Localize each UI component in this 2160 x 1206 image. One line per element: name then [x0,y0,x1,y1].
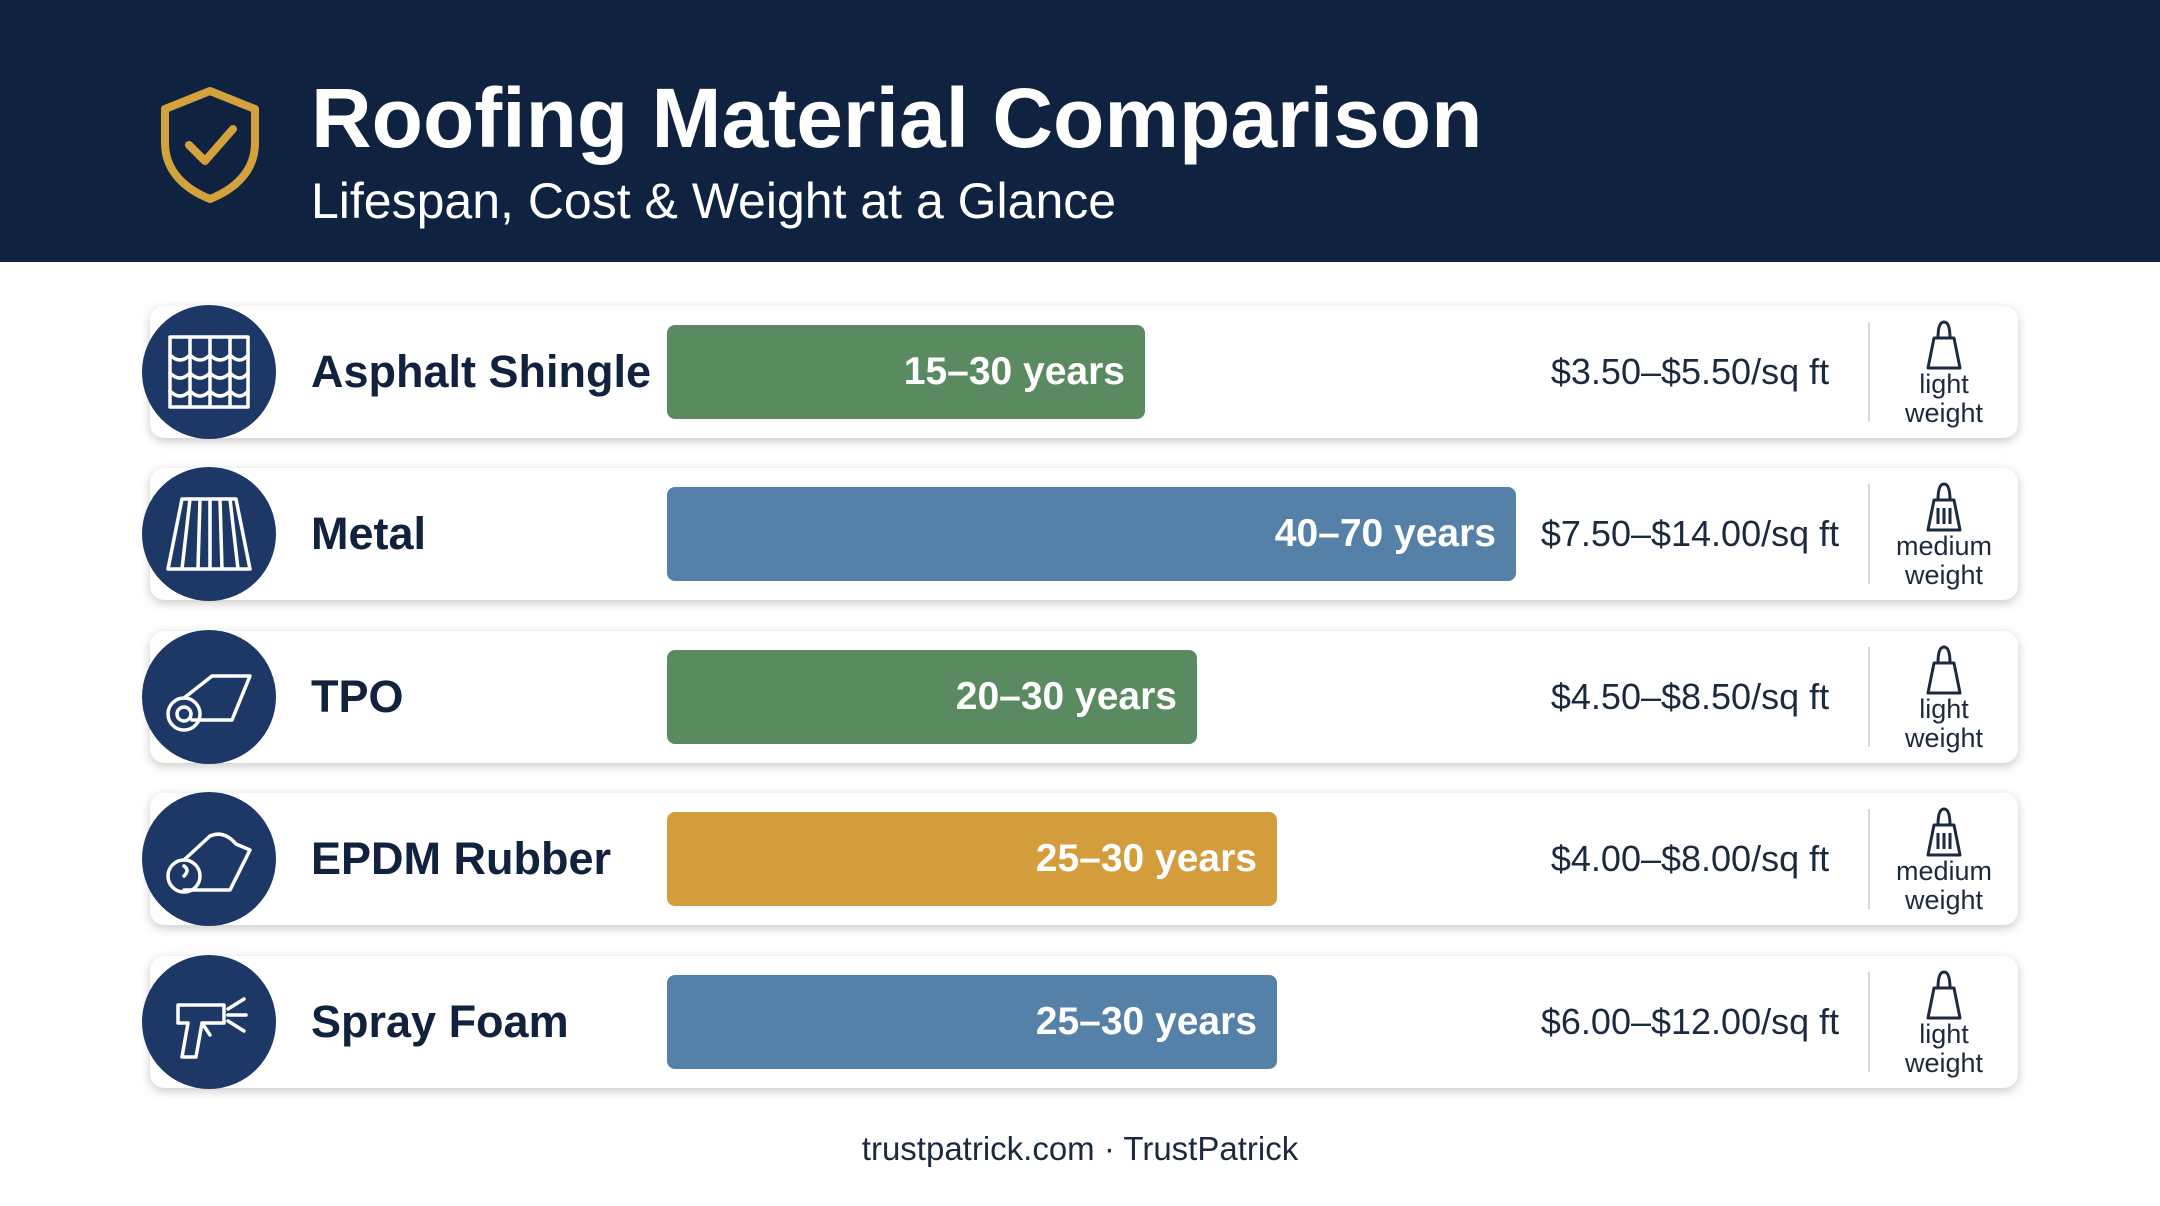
material-icon [142,955,276,1089]
lifespan-label: 25–30 years [1035,837,1257,880]
weight-icon [1926,645,1962,695]
lifespan-label: 25–30 years [1035,1000,1257,1043]
weight-label: light weight [1904,369,1984,428]
divider [1868,484,1870,584]
cost-label: $3.50–$5.50/sq ft [1550,351,1830,392]
weight-label: medium weight [1895,531,1993,590]
material-name: EPDM Rubber [311,833,612,884]
divider [1868,322,1870,422]
divider [1868,972,1870,1072]
weight-label: medium weight [1895,856,1993,915]
weight-label: light weight [1904,1019,1984,1078]
divider [1868,809,1870,909]
weight-icon [1926,970,1962,1020]
title: Roofing Material Comparison [311,71,1483,165]
weight-icon [1926,482,1962,532]
material-icon [142,467,276,601]
divider [1868,647,1870,747]
shield-icon [161,87,259,203]
cost-label: $4.00–$8.00/sq ft [1550,838,1830,879]
lifespan-label: 20–30 years [955,675,1177,718]
lifespan-bar: 20–30 years [667,650,1197,744]
header: Roofing Material Comparison Lifespan, Co… [0,0,2160,262]
material-name: Asphalt Shingle [311,346,652,397]
lifespan-bar: 15–30 years [667,325,1145,419]
material-icon [142,630,276,764]
lifespan-bar: 25–30 years [667,975,1277,1069]
material-name: Spray Foam [311,996,569,1047]
cost-label: $4.50–$8.50/sq ft [1550,676,1830,717]
material-name: TPO [311,671,404,722]
material-icon [142,792,276,926]
material-icon [142,305,276,439]
lifespan-bar: 40–70 years [667,487,1516,581]
cost-label: $7.50–$14.00/sq ft [1540,513,1840,554]
weight-icon [1926,320,1962,370]
lifespan-label: 15–30 years [903,350,1125,393]
weight-label: light weight [1904,694,1984,753]
material-name: Metal [311,508,427,559]
footer: trustpatrick.com · TrustPatrick [861,1130,1299,1167]
cost-label: $6.00–$12.00/sq ft [1540,1001,1840,1042]
subtitle: Lifespan, Cost & Weight at a Glance [311,173,1117,229]
lifespan-label: 40–70 years [1274,512,1496,555]
lifespan-bar: 25–30 years [667,812,1277,906]
weight-icon [1926,807,1962,857]
